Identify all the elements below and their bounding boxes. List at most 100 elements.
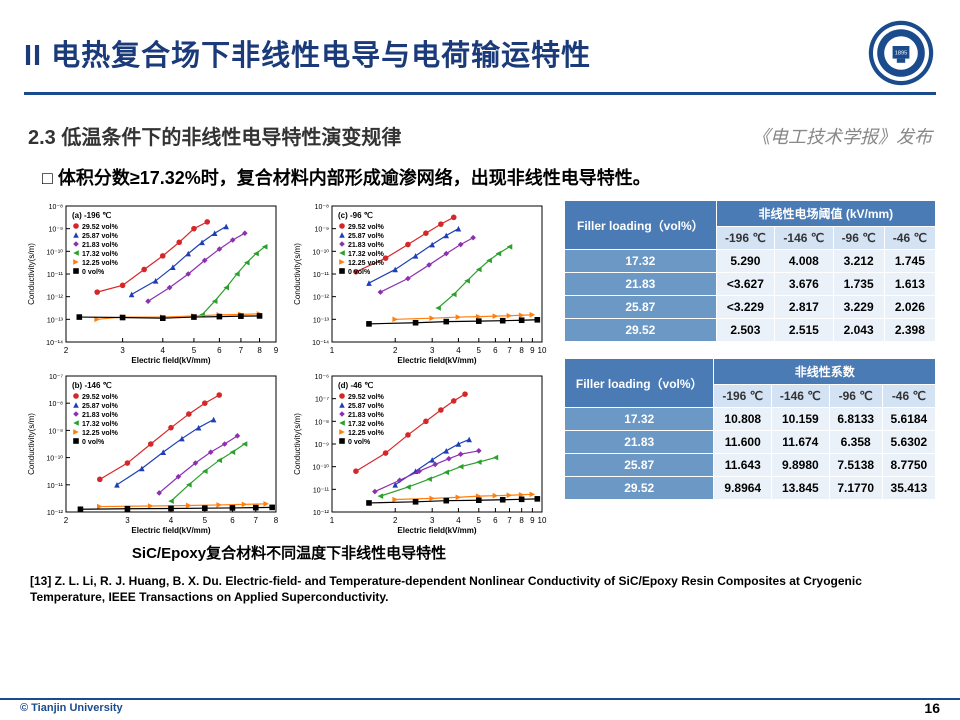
svg-text:10⁻¹²: 10⁻¹² <box>47 510 64 517</box>
svg-text:10⁻¹¹: 10⁻¹¹ <box>47 483 64 490</box>
svg-text:10⁻⁹: 10⁻⁹ <box>315 442 329 449</box>
svg-text:10⁻⁸: 10⁻⁸ <box>315 419 329 426</box>
svg-text:12.25 vol%: 12.25 vol% <box>82 260 119 267</box>
subtitle-row: 2.3 低温条件下的非线性电导特性演变规律 《电工技术学报》发布 <box>24 121 936 150</box>
main-title: II 电热复合场下非线性电导与电荷输运特性 <box>24 32 591 74</box>
content-area: 2345678910⁻¹⁴10⁻¹³10⁻¹²10⁻¹¹10⁻¹⁰10⁻⁹10⁻… <box>24 198 936 563</box>
slide: II 电热复合场下非线性电导与电荷输运特性 1895 2.3 低温条件下的非线性… <box>0 0 960 720</box>
svg-text:8: 8 <box>274 516 279 525</box>
bullet-point: 体积分数≥17.32%时，复合材料内部形成逾渗网络，出现非线性电导特性。 <box>42 164 936 190</box>
svg-text:3: 3 <box>125 516 130 525</box>
svg-text:Electric field(kV/mm): Electric field(kV/mm) <box>131 356 210 365</box>
svg-text:2: 2 <box>64 346 69 355</box>
footer: © Tianjin University 16 <box>0 698 960 716</box>
svg-text:10⁻¹³: 10⁻¹³ <box>313 317 330 324</box>
svg-text:Conductivity(s/m): Conductivity(s/m) <box>293 243 302 305</box>
svg-text:4: 4 <box>456 346 461 355</box>
header: II 电热复合场下非线性电导与电荷输运特性 1895 <box>24 18 936 95</box>
svg-text:10⁻¹²: 10⁻¹² <box>47 295 64 302</box>
svg-text:12.25 vol%: 12.25 vol% <box>348 430 385 437</box>
svg-text:Conductivity(s/m): Conductivity(s/m) <box>27 243 36 305</box>
svg-text:29.52 vol%: 29.52 vol% <box>82 394 119 401</box>
svg-text:29.52 vol%: 29.52 vol% <box>348 224 385 231</box>
svg-text:0 vol%: 0 vol% <box>82 439 105 446</box>
svg-text:(d) -46 ℃: (d) -46 ℃ <box>338 381 373 390</box>
chart-caption: SiC/Epoxy复合材料不同温度下非线性电导特性 <box>24 542 554 563</box>
svg-text:10⁻⁸: 10⁻⁸ <box>49 401 63 408</box>
svg-text:1: 1 <box>330 346 335 355</box>
svg-text:9: 9 <box>530 516 535 525</box>
svg-text:17.32 vol%: 17.32 vol% <box>82 251 119 258</box>
svg-text:0 vol%: 0 vol% <box>82 269 105 276</box>
svg-text:Electric field(kV/mm): Electric field(kV/mm) <box>397 356 476 365</box>
svg-text:25.87 vol%: 25.87 vol% <box>348 403 385 410</box>
svg-text:5: 5 <box>192 346 197 355</box>
svg-text:7: 7 <box>239 346 244 355</box>
citation: [13] Z. L. Li, R. J. Huang, B. X. Du. El… <box>24 573 936 605</box>
svg-text:Electric field(kV/mm): Electric field(kV/mm) <box>131 526 210 535</box>
svg-text:(b) -146 ℃: (b) -146 ℃ <box>72 381 112 390</box>
svg-text:4: 4 <box>169 516 174 525</box>
university-logo-icon: 1895 <box>866 18 936 88</box>
svg-text:17.32 vol%: 17.32 vol% <box>82 421 119 428</box>
svg-text:8: 8 <box>519 516 524 525</box>
svg-text:10⁻⁹: 10⁻⁹ <box>49 428 63 435</box>
svg-text:25.87 vol%: 25.87 vol% <box>82 403 119 410</box>
charts-block: 2345678910⁻¹⁴10⁻¹³10⁻¹²10⁻¹¹10⁻¹⁰10⁻⁹10⁻… <box>24 198 554 563</box>
svg-text:(a) -196 ℃: (a) -196 ℃ <box>72 211 111 220</box>
svg-text:10⁻¹⁴: 10⁻¹⁴ <box>312 340 329 347</box>
svg-text:Electric field(kV/mm): Electric field(kV/mm) <box>397 526 476 535</box>
svg-text:7: 7 <box>254 516 259 525</box>
svg-text:3: 3 <box>430 516 435 525</box>
svg-text:10⁻⁸: 10⁻⁸ <box>315 204 329 211</box>
svg-text:10⁻⁹: 10⁻⁹ <box>49 227 63 234</box>
svg-text:(c) -96 ℃: (c) -96 ℃ <box>338 211 373 220</box>
svg-text:6: 6 <box>230 516 235 525</box>
svg-text:21.83 vol%: 21.83 vol% <box>348 242 385 249</box>
svg-text:21.83 vol%: 21.83 vol% <box>82 412 119 419</box>
svg-text:10⁻¹⁰: 10⁻¹⁰ <box>46 248 63 256</box>
svg-text:21.83 vol%: 21.83 vol% <box>82 242 119 249</box>
svg-text:5: 5 <box>203 516 208 525</box>
svg-text:10⁻⁹: 10⁻⁹ <box>315 227 329 234</box>
svg-text:0 vol%: 0 vol% <box>348 269 371 276</box>
svg-text:10⁻⁷: 10⁻⁷ <box>315 397 329 404</box>
svg-text:25.87 vol%: 25.87 vol% <box>82 233 119 240</box>
threshold-table: Filler loading（vol%）非线性电场阈值 (kV/mm)-196 … <box>564 200 936 342</box>
svg-text:12.25 vol%: 12.25 vol% <box>348 260 385 267</box>
coefficient-table: Filler loading（vol%）非线性系数-196 ℃-146 ℃-96… <box>564 358 936 500</box>
svg-text:0 vol%: 0 vol% <box>348 439 371 446</box>
svg-text:6: 6 <box>217 346 222 355</box>
svg-text:10: 10 <box>538 346 547 355</box>
svg-text:2: 2 <box>393 346 398 355</box>
svg-text:12.25 vol%: 12.25 vol% <box>82 430 119 437</box>
chart-panel-c: 1234567891010⁻¹⁴10⁻¹³10⁻¹²10⁻¹¹10⁻¹⁰10⁻⁹… <box>290 198 550 366</box>
svg-text:10⁻¹²: 10⁻¹² <box>313 510 330 517</box>
svg-text:21.83 vol%: 21.83 vol% <box>348 412 385 419</box>
svg-text:10⁻¹¹: 10⁻¹¹ <box>313 487 330 494</box>
svg-text:8: 8 <box>519 346 524 355</box>
svg-text:8: 8 <box>257 346 262 355</box>
svg-text:5: 5 <box>477 346 482 355</box>
svg-text:10⁻¹⁴: 10⁻¹⁴ <box>46 340 63 347</box>
svg-text:4: 4 <box>456 516 461 525</box>
svg-text:10⁻⁸: 10⁻⁸ <box>49 204 63 211</box>
svg-text:10⁻¹⁰: 10⁻¹⁰ <box>46 455 63 463</box>
svg-text:17.32 vol%: 17.32 vol% <box>348 251 385 258</box>
svg-text:6: 6 <box>493 516 498 525</box>
svg-text:29.52 vol%: 29.52 vol% <box>348 394 385 401</box>
svg-text:1: 1 <box>330 516 335 525</box>
copyright: © Tianjin University <box>20 702 123 714</box>
svg-text:1895: 1895 <box>895 50 907 56</box>
chart-panel-a: 2345678910⁻¹⁴10⁻¹³10⁻¹²10⁻¹¹10⁻¹⁰10⁻⁹10⁻… <box>24 198 284 366</box>
svg-text:Conductivity(s/m): Conductivity(s/m) <box>27 413 36 475</box>
svg-text:7: 7 <box>507 516 512 525</box>
svg-text:10⁻⁶: 10⁻⁶ <box>315 374 329 381</box>
svg-text:3: 3 <box>120 346 125 355</box>
tables-block: Filler loading（vol%）非线性电场阈值 (kV/mm)-196 … <box>564 200 936 563</box>
svg-text:7: 7 <box>507 346 512 355</box>
svg-text:4: 4 <box>161 346 166 355</box>
svg-text:10⁻¹⁰: 10⁻¹⁰ <box>312 248 329 256</box>
svg-text:3: 3 <box>430 346 435 355</box>
svg-text:2: 2 <box>393 516 398 525</box>
